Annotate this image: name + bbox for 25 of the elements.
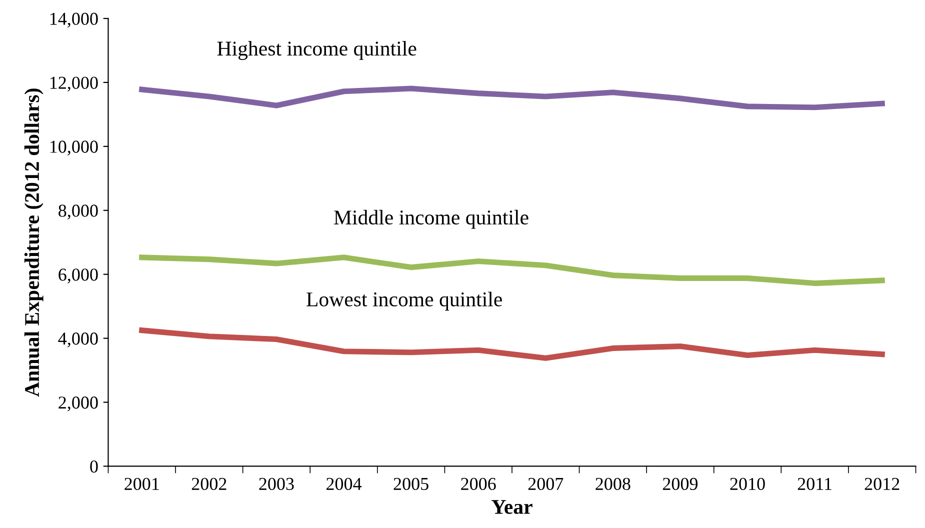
x-tick-label: 2006	[461, 478, 496, 490]
y-tick-label: 4,000	[58, 332, 98, 348]
y-tick-label: 0	[90, 460, 98, 473]
x-tick-label: 2003	[259, 478, 294, 490]
x-tick-label: 2010	[730, 478, 765, 490]
y-axis-title: Annual Expenditure (2012 dollars)	[24, 88, 44, 397]
series-label: Highest income quintile	[217, 40, 416, 60]
y-tick-label: 14,000	[50, 12, 98, 28]
x-axis-title: Year	[492, 500, 532, 514]
y-tick-label: 2,000	[58, 396, 98, 412]
series-label: Middle income quintile	[334, 210, 528, 229]
y-tick-label: 6,000	[58, 268, 98, 284]
x-tick-label: 2004	[326, 478, 362, 490]
x-tick-label: 2012	[864, 478, 900, 490]
series-label: Lowest income quintile	[306, 292, 502, 311]
x-tick-label: 2001	[124, 478, 159, 490]
y-tick-label: 10,000	[50, 140, 98, 156]
x-tick-label: 2009	[662, 478, 698, 490]
x-tick-label: 2008	[596, 478, 630, 490]
y-tick-label: 12,000	[50, 76, 98, 92]
x-tick-label: 2007	[528, 478, 564, 490]
x-tick-label: 2005	[394, 478, 428, 490]
x-tick-label: 2002	[192, 478, 226, 490]
y-tick-label: 8,000	[58, 204, 98, 220]
x-tick-label: 2011	[798, 478, 832, 490]
